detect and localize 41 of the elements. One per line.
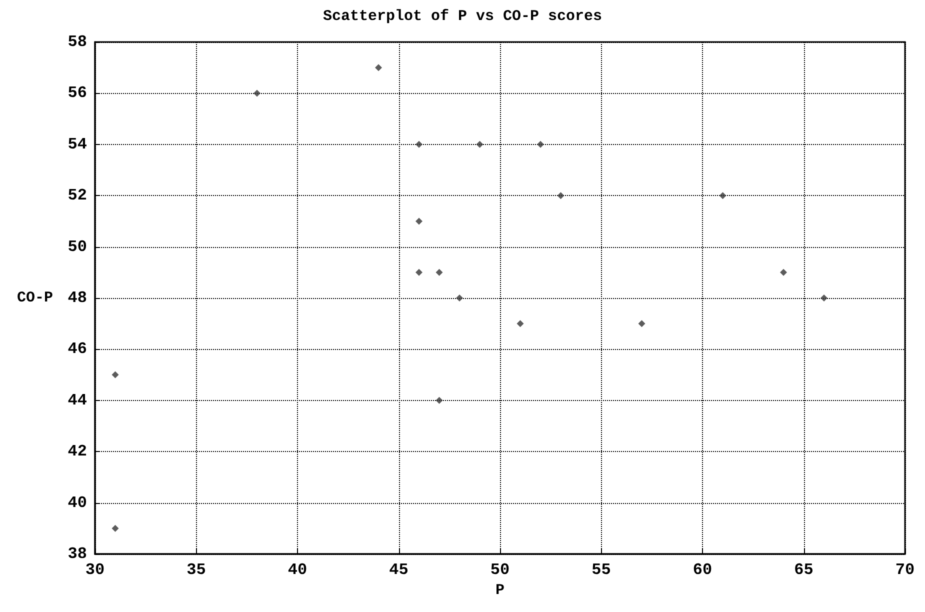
y-tick-label: 38 [68, 545, 87, 563]
point [436, 396, 443, 404]
y-tick-label: 42 [68, 442, 87, 461]
point [820, 294, 828, 302]
y-tick-label: 40 [68, 494, 87, 512]
point [254, 90, 260, 97]
point [416, 218, 422, 225]
y-tick-label: 54 [68, 135, 88, 154]
y-tick-label: 50 [68, 238, 87, 256]
point [476, 140, 484, 148]
x-tick-label: 35 [186, 561, 206, 579]
point [456, 294, 463, 302]
point [537, 140, 544, 148]
x-tick-label: 70 [895, 561, 915, 579]
point [516, 320, 524, 328]
x-tick-label: 55 [592, 561, 611, 579]
point [436, 268, 443, 276]
chart-title: Scatterplot of P vs CO-P scores [322, 8, 602, 25]
point [112, 371, 119, 378]
y-tick-label: 44 [68, 391, 88, 410]
point [780, 268, 787, 276]
x-tick-label: 50 [490, 561, 510, 579]
point [416, 268, 422, 276]
y-tick-label: 48 [68, 289, 87, 307]
x-axis-title: P [495, 582, 505, 599]
y-tick-label: 46 [68, 340, 87, 358]
point [375, 64, 382, 72]
point [557, 192, 564, 200]
y-tick-label: 58 [68, 33, 87, 51]
x-tick-label: 65 [794, 561, 814, 579]
y-tick-label: 52 [68, 186, 87, 205]
x-tick-label: 60 [692, 561, 712, 579]
y-axis-title: CO-P [16, 290, 54, 306]
point [638, 320, 646, 328]
point [719, 192, 726, 200]
x-tick-label: 40 [288, 561, 308, 579]
point [112, 524, 119, 532]
x-tick-label: 45 [389, 561, 408, 579]
y-tick-label: 56 [68, 84, 87, 102]
x-tick-label: 30 [85, 561, 105, 579]
point [416, 140, 422, 148]
